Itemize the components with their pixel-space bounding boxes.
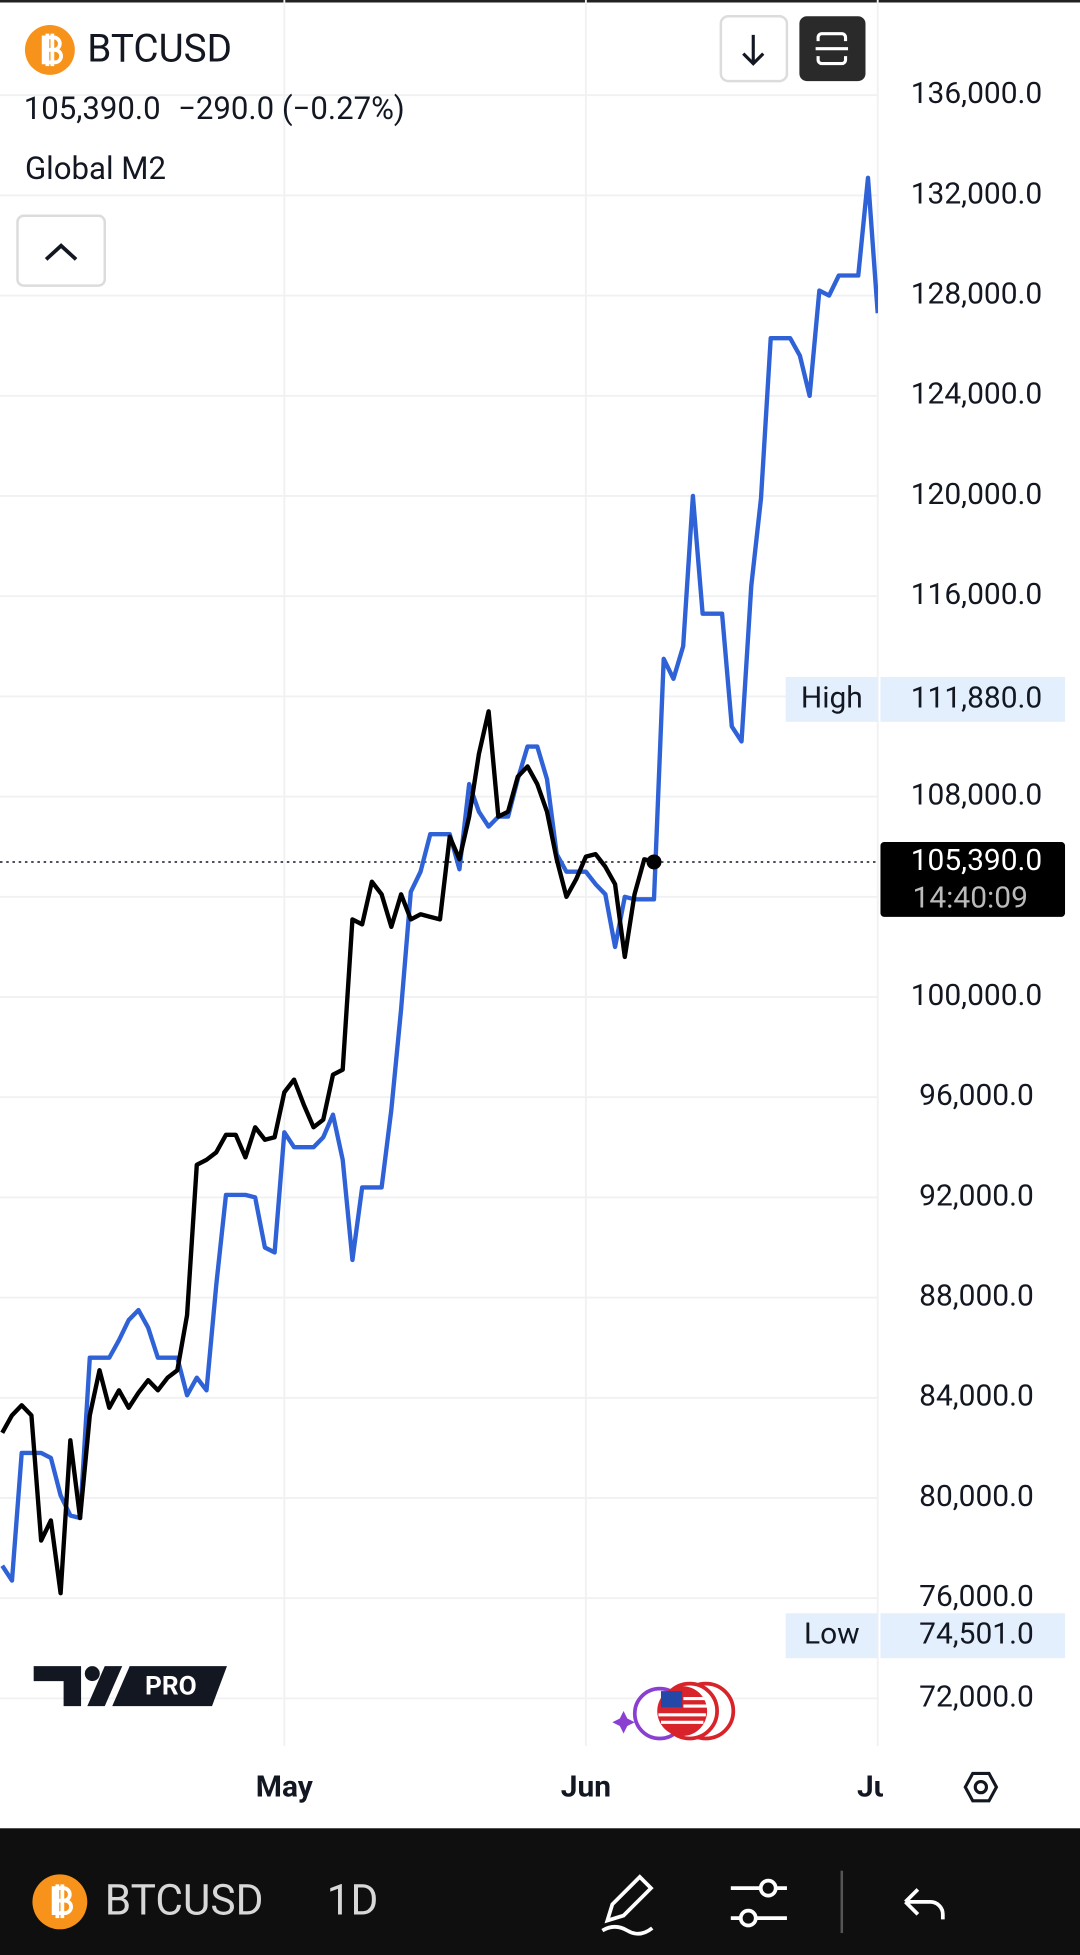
range-marker-value-box xyxy=(880,1613,1066,1659)
y-tick-label: 128,000.0 xyxy=(911,277,1043,312)
y-tick-label: 76,000.0 xyxy=(919,1579,1034,1614)
news-icon[interactable] xyxy=(612,1681,736,1741)
flag-canton xyxy=(660,1691,683,1708)
range-marker-tag xyxy=(785,676,878,722)
time-axis: May Jun Jul xyxy=(256,1769,898,1804)
sparkle xyxy=(612,1711,635,1734)
bottom-toolbar xyxy=(0,1828,1080,1955)
y-tick-label: 84,000.0 xyxy=(919,1379,1034,1414)
range-marker-label: 111,880.0 xyxy=(911,680,1043,715)
y-tick-label: 132,000.0 xyxy=(911,176,1043,211)
symbol-title: BTCUSD xyxy=(87,26,232,71)
fullscreen-button[interactable] xyxy=(799,16,866,82)
y-tick-label: 88,000.0 xyxy=(919,1278,1034,1313)
indicators-button[interactable] xyxy=(730,1878,787,1928)
toolbar-symbol: BTCUSD xyxy=(105,1876,264,1925)
undo-icon xyxy=(904,1888,945,1920)
arrow-icon xyxy=(742,34,765,66)
download-button[interactable] xyxy=(719,14,789,83)
tv-logo: PRO xyxy=(33,1666,227,1707)
logo-dot xyxy=(84,1666,100,1682)
hex-icon xyxy=(963,1771,999,1803)
range-marker-text: Low xyxy=(804,1617,860,1652)
settings-button[interactable] xyxy=(963,1771,999,1803)
y-tick-label: 92,000.0 xyxy=(919,1178,1034,1213)
logo-v xyxy=(87,1666,123,1707)
coin-glyph xyxy=(41,33,63,67)
last-point xyxy=(646,854,662,870)
coin-glyph xyxy=(51,1884,73,1919)
collapse-button[interactable] xyxy=(16,214,107,287)
y-tick-label: 100,000.0 xyxy=(911,978,1043,1013)
frame-icon xyxy=(815,32,849,66)
x-tick-label: Jul xyxy=(857,1769,898,1804)
x-tick-label: May xyxy=(256,1769,314,1804)
last-price: 105,390.0 xyxy=(24,90,161,127)
price-axis: 72,000.0 76,000.0 80,000.0 84,000.0 88,000.0… xyxy=(785,76,1066,1714)
price-tag-label: 105,390.0 xyxy=(911,843,1043,878)
slider-knob xyxy=(758,1878,778,1898)
toolbar-interval[interactable]: 1D xyxy=(327,1876,379,1925)
range-marker-value-box xyxy=(880,676,1066,722)
y-tick-label: 80,000.0 xyxy=(919,1479,1034,1514)
symbol-switch[interactable]: BTCUSD xyxy=(32,1874,264,1930)
y-tick-label: 136,000.0 xyxy=(911,76,1043,111)
button-frame xyxy=(16,214,107,287)
y-tick-label: 108,000.0 xyxy=(911,777,1043,812)
series-line xyxy=(0,709,655,1596)
hex-dot xyxy=(973,1779,989,1795)
plot xyxy=(0,175,878,1596)
y-tick-label: 124,000.0 xyxy=(911,377,1043,412)
x-tick-label: Jun xyxy=(561,1769,611,1804)
slider-knob xyxy=(738,1908,758,1928)
flag-stripes xyxy=(658,1697,708,1724)
undo-button[interactable] xyxy=(904,1888,945,1920)
logo-badge xyxy=(112,1666,227,1707)
range-marker-tag xyxy=(785,1613,878,1659)
price-change: −290.0 (−0.27%) xyxy=(178,90,405,127)
chevron-icon xyxy=(44,243,78,261)
range-marker-text: High xyxy=(801,680,863,715)
grid xyxy=(0,0,879,1746)
logo-t xyxy=(33,1666,82,1707)
price-tag-time: 14:40:09 xyxy=(913,880,1028,915)
logo-text: PRO xyxy=(145,1671,197,1701)
y-tick-label: 96,000.0 xyxy=(919,1078,1034,1113)
price-line: 105,390.0 −290.0 (−0.27%) xyxy=(24,90,405,127)
y-tick-label: 72,000.0 xyxy=(919,1679,1034,1714)
y-tick-label: 116,000.0 xyxy=(911,577,1043,612)
draw-button[interactable] xyxy=(601,1874,654,1936)
indicator-legend: Global M2 xyxy=(25,150,166,187)
series-line xyxy=(0,175,878,1583)
price-tag xyxy=(880,842,1066,917)
pencil-icon xyxy=(601,1874,654,1936)
y-tick-label: 120,000.0 xyxy=(911,477,1043,512)
range-marker-label: 74,501.0 xyxy=(919,1617,1034,1652)
